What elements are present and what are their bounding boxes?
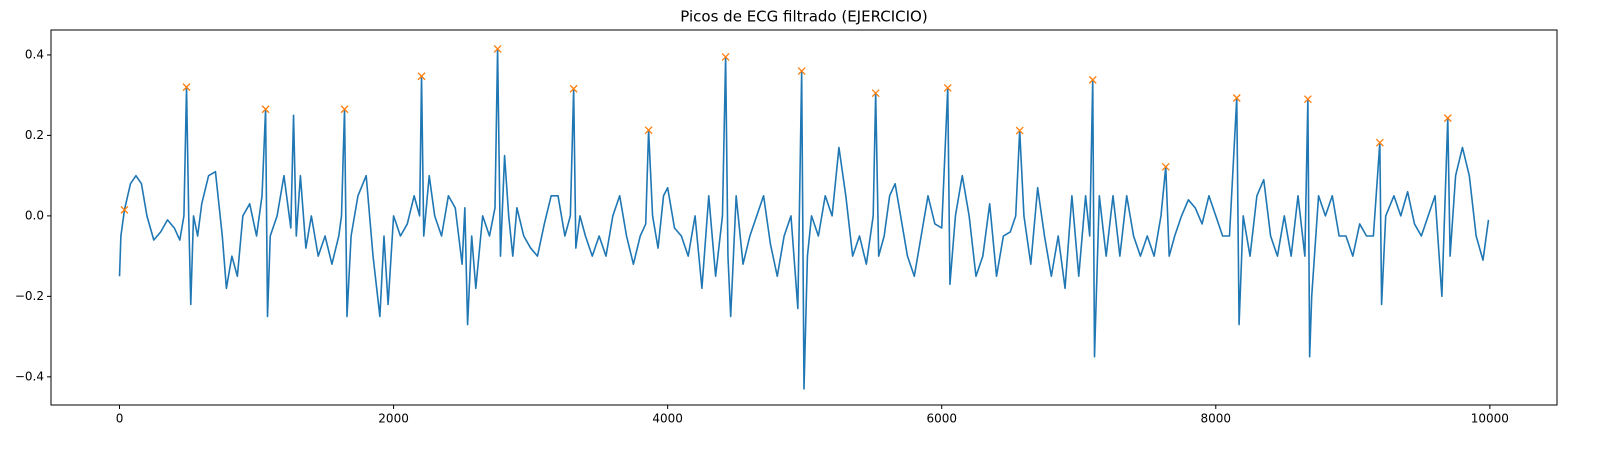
y-tick-label: 0.2 — [25, 128, 44, 142]
y-tick-label: 0.0 — [25, 208, 44, 222]
peak-marker — [943, 83, 952, 92]
peak-marker — [182, 83, 191, 92]
peak-marker — [871, 89, 880, 98]
chart-title: Picos de ECG filtrado (EJERCICIO) — [680, 8, 927, 26]
x-tick-label: 4000 — [652, 412, 683, 426]
x-tick-label: 10000 — [1471, 412, 1509, 426]
peak-marker — [797, 67, 806, 76]
peak-marker — [1375, 138, 1384, 147]
plot-frame — [50, 29, 1558, 406]
peak-marker — [493, 44, 502, 53]
peak-marker — [569, 84, 578, 93]
x-tick-label: 8000 — [1201, 412, 1232, 426]
x-tick-label: 2000 — [378, 412, 409, 426]
peak-marker — [261, 105, 270, 114]
peak-marker — [120, 205, 129, 214]
peak-marker — [340, 105, 349, 114]
x-tick-label: 6000 — [926, 412, 957, 426]
peak-marker — [1015, 126, 1024, 135]
peak-marker — [721, 52, 730, 61]
peak-marker — [417, 72, 426, 81]
peak-marker — [1088, 75, 1097, 84]
peak-marker — [1161, 162, 1170, 171]
y-tick-label: 0.4 — [25, 47, 44, 61]
peak-marker — [644, 126, 653, 135]
x-tick-label: 0 — [116, 412, 124, 426]
y-tick-label: −0.4 — [15, 369, 44, 383]
peak-marker — [1232, 94, 1241, 102]
peak-marker — [1303, 95, 1312, 104]
ecg-line — [118, 48, 1490, 390]
peak-marker — [1443, 114, 1452, 123]
y-tick-label: −0.2 — [15, 289, 44, 303]
